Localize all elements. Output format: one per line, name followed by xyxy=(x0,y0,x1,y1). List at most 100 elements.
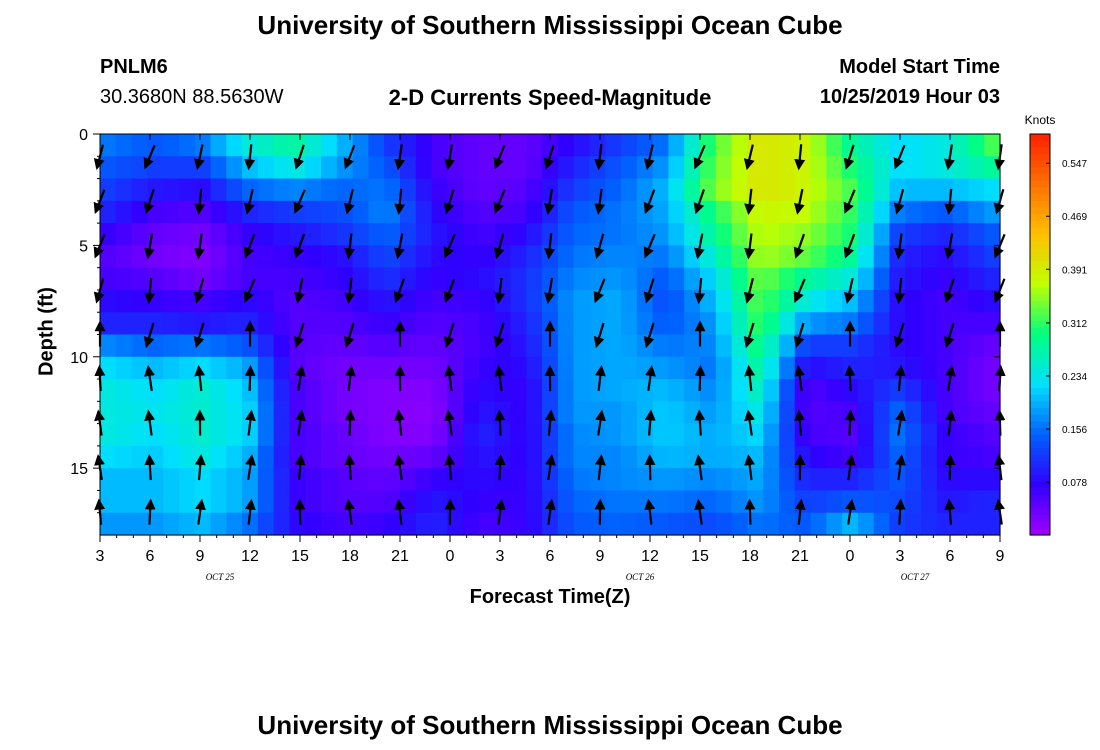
current-vector-arrow xyxy=(943,278,955,304)
heatmap-cell xyxy=(131,200,148,224)
heatmap-cell xyxy=(636,267,654,291)
heatmap-cell xyxy=(321,156,338,180)
heatmap-cell xyxy=(321,334,338,358)
colorbar-segment xyxy=(1030,314,1050,322)
heatmap-cell xyxy=(478,379,496,402)
heatmap-cell xyxy=(273,312,291,336)
heatmap-cell xyxy=(305,334,322,358)
heatmap-cell xyxy=(163,401,180,425)
heatmap-cell xyxy=(526,289,543,313)
heatmap-cell xyxy=(415,334,433,358)
current-vector-arrow xyxy=(793,322,805,349)
heatmap-cell xyxy=(115,289,133,313)
heatmap-cell xyxy=(715,356,733,380)
heatmap-cell xyxy=(715,401,733,425)
heatmap-cell xyxy=(163,468,180,492)
heatmap-cell xyxy=(242,267,259,291)
heatmap-cell xyxy=(905,312,922,336)
heatmap-cell xyxy=(826,379,843,402)
heatmap-cell xyxy=(210,334,227,358)
colorbar-segment xyxy=(1030,434,1050,443)
heatmap-cell xyxy=(952,490,970,514)
heatmap-cell xyxy=(305,178,322,202)
heatmap-cell xyxy=(305,200,322,224)
heatmap-cell xyxy=(431,423,448,447)
heatmap-cell xyxy=(763,468,780,492)
heatmap-cell xyxy=(652,178,670,202)
heatmap-cell xyxy=(400,356,417,380)
heatmap-cell xyxy=(115,223,133,246)
heatmap-cell xyxy=(936,289,954,313)
heatmap-cell xyxy=(226,245,243,269)
heatmap-cell xyxy=(984,356,1001,380)
heatmap-cell xyxy=(478,512,496,536)
heatmap-cell xyxy=(305,490,322,514)
heatmap-cell xyxy=(100,312,117,336)
current-vector-arrow xyxy=(544,409,556,436)
heatmap-cell xyxy=(163,423,180,447)
heatmap-cell xyxy=(163,356,180,380)
heatmap-cell xyxy=(731,312,748,336)
heatmap-cell xyxy=(700,379,717,402)
heatmap-cell xyxy=(100,379,117,402)
heatmap-cell xyxy=(921,334,938,358)
heatmap-cell xyxy=(321,468,338,492)
heatmap-cell xyxy=(431,468,448,492)
heatmap-cell xyxy=(968,445,985,469)
colorbar-segment xyxy=(1030,180,1050,189)
heatmap-cell xyxy=(510,468,527,492)
heatmap-cell xyxy=(889,356,906,380)
colorbar-segment xyxy=(1030,514,1050,523)
heatmap-cell xyxy=(952,334,970,358)
current-vector-arrow xyxy=(294,454,306,481)
heatmap-cell xyxy=(131,289,148,313)
heatmap-cell xyxy=(984,423,1001,447)
x-tick-label: 18 xyxy=(741,548,759,565)
heatmap-cell xyxy=(589,356,606,380)
heatmap-cell xyxy=(273,445,291,469)
heatmap-cell xyxy=(668,267,685,291)
heatmap-cell xyxy=(321,178,338,202)
current-vector-arrow xyxy=(293,322,305,349)
current-vector-arrow xyxy=(944,498,956,525)
heatmap-cell xyxy=(778,401,796,425)
heatmap-cell xyxy=(731,178,748,202)
heatmap-cell xyxy=(936,156,954,180)
heatmap-cell xyxy=(621,267,638,291)
colorbar-tick-label: 0.234 xyxy=(1062,372,1087,383)
heatmap-cell xyxy=(210,200,227,224)
heatmap-cell xyxy=(715,423,733,447)
current-vector-arrow xyxy=(193,144,205,171)
heatmap-cell xyxy=(273,200,291,224)
heatmap-cell xyxy=(826,156,843,180)
x-tick-label: 3 xyxy=(96,548,105,565)
heatmap-cell xyxy=(700,134,717,157)
heatmap-cell xyxy=(289,445,306,469)
heatmap-cell xyxy=(968,156,985,180)
heatmap-cell xyxy=(636,156,654,180)
current-vector-arrow xyxy=(644,498,656,525)
heatmap-cell xyxy=(163,490,180,514)
heatmap-cell xyxy=(984,134,1001,157)
heatmap-cell xyxy=(510,200,527,224)
current-vector-arrow xyxy=(443,278,456,304)
colorbar-segment xyxy=(1030,367,1050,376)
heatmap-cell xyxy=(478,200,496,224)
heatmap-cell xyxy=(352,312,370,336)
x-tick-label: 0 xyxy=(846,548,855,565)
y-tick-label: 10 xyxy=(70,350,88,367)
heatmap-cell xyxy=(226,356,243,380)
heatmap-cell xyxy=(968,423,985,447)
heatmap-cell xyxy=(163,223,180,246)
heatmap-cell xyxy=(810,423,827,447)
heatmap-cell xyxy=(810,245,827,269)
heatmap-cell xyxy=(700,289,717,313)
current-vectors xyxy=(93,144,1006,525)
heatmap-cell xyxy=(494,178,512,202)
heatmap-cell xyxy=(463,490,480,514)
heatmap-cell xyxy=(936,334,954,358)
colorbar-segment xyxy=(1030,207,1050,215)
heatmap-cell xyxy=(431,245,448,269)
heatmap-cell xyxy=(557,468,575,492)
heatmap-cell xyxy=(257,267,275,291)
